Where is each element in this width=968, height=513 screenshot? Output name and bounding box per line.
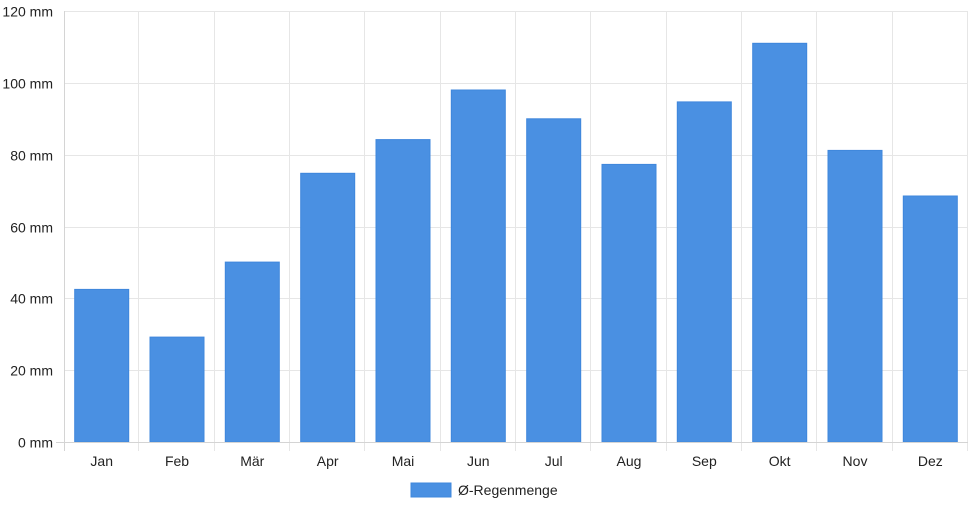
x-tick-label: Jul <box>545 453 563 469</box>
y-tick-label: 80 mm <box>10 148 53 164</box>
x-tick-label: Mär <box>240 453 264 469</box>
bar <box>149 336 205 443</box>
x-tick-label: Aug <box>617 453 642 469</box>
legend-label[interactable]: Ø-Regenmenge <box>458 482 558 498</box>
x-tick-label: Jun <box>467 453 490 469</box>
legend-swatch[interactable] <box>410 482 452 498</box>
bar <box>601 163 657 443</box>
legend[interactable]: Ø-Regenmenge <box>410 482 558 498</box>
bar <box>74 288 130 443</box>
x-tick-label: Okt <box>769 453 791 469</box>
y-tick-label: 100 mm <box>2 76 53 92</box>
y-tick-label: 0 mm <box>18 435 53 451</box>
y-axis-tick-labels: 0 mm 20 mm 40 mm 60 mm 80 mm 100 mm 120 mm <box>2 4 53 451</box>
x-tick-label: Jan <box>90 453 113 469</box>
bar <box>450 89 506 443</box>
x-tick-label: Dez <box>918 453 943 469</box>
x-tick-label: Mai <box>392 453 415 469</box>
bar <box>300 172 356 443</box>
y-tick-label: 120 mm <box>2 4 53 20</box>
x-tick-label: Sep <box>692 453 717 469</box>
y-tick-label: 60 mm <box>10 220 53 236</box>
x-tick-label: Feb <box>165 453 189 469</box>
bar <box>676 101 732 443</box>
bar <box>827 149 883 443</box>
y-tick-label: 20 mm <box>10 363 53 379</box>
x-tick-label: Nov <box>843 453 868 469</box>
x-tick-label: Apr <box>317 453 339 469</box>
axes <box>56 11 968 451</box>
bar-series <box>74 42 958 443</box>
bar <box>224 261 280 443</box>
x-axis-tick-labels: Jan Feb Mär Apr Mai Jun Jul Aug Sep Okt Nov Dez <box>90 453 942 469</box>
y-tick-label: 40 mm <box>10 291 53 307</box>
bar <box>752 42 808 443</box>
bar <box>375 139 431 443</box>
bar <box>902 195 958 443</box>
bar <box>526 118 582 443</box>
